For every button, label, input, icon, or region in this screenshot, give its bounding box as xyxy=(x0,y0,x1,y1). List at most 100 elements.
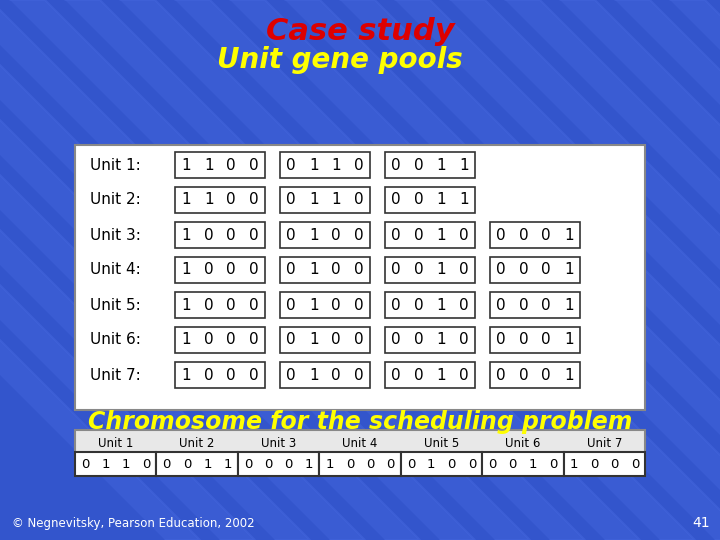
Text: 0: 0 xyxy=(488,457,497,470)
Text: 0: 0 xyxy=(354,262,364,278)
Text: Case study: Case study xyxy=(266,17,454,46)
Text: Chromosome for the scheduling problem: Chromosome for the scheduling problem xyxy=(88,410,632,434)
FancyBboxPatch shape xyxy=(75,145,645,410)
Text: 0: 0 xyxy=(226,333,236,348)
Text: 0: 0 xyxy=(519,333,528,348)
Text: 0: 0 xyxy=(331,333,341,348)
Polygon shape xyxy=(0,0,255,540)
Text: Unit 3: Unit 3 xyxy=(261,437,296,450)
Text: 1: 1 xyxy=(436,368,446,382)
Text: 0: 0 xyxy=(496,298,506,313)
Text: 1: 1 xyxy=(436,158,446,172)
Text: 0: 0 xyxy=(226,192,236,207)
Text: 0: 0 xyxy=(631,457,639,470)
FancyBboxPatch shape xyxy=(490,222,580,248)
Text: 1: 1 xyxy=(181,298,191,313)
Text: © Negnevitsky, Pearson Education, 2002: © Negnevitsky, Pearson Education, 2002 xyxy=(12,517,255,530)
Text: 0: 0 xyxy=(81,457,89,470)
Text: 0: 0 xyxy=(284,457,293,470)
FancyBboxPatch shape xyxy=(175,362,265,388)
Text: 1: 1 xyxy=(427,457,436,470)
Text: 0: 0 xyxy=(519,298,528,313)
FancyBboxPatch shape xyxy=(385,292,475,318)
Text: 1: 1 xyxy=(309,158,318,172)
Text: 1: 1 xyxy=(325,457,333,470)
Text: 0: 0 xyxy=(392,192,401,207)
Text: 1: 1 xyxy=(305,457,313,470)
Text: 0: 0 xyxy=(204,227,214,242)
Text: 0: 0 xyxy=(459,298,469,313)
Text: Unit 1:: Unit 1: xyxy=(90,158,140,172)
Text: 0: 0 xyxy=(226,368,236,382)
Text: 0: 0 xyxy=(354,368,364,382)
Polygon shape xyxy=(615,0,720,540)
Text: 1: 1 xyxy=(181,192,191,207)
Text: 0: 0 xyxy=(354,158,364,172)
Text: Unit 2:: Unit 2: xyxy=(90,192,140,207)
Text: 0: 0 xyxy=(249,368,258,382)
Text: 0: 0 xyxy=(414,158,423,172)
Text: 0: 0 xyxy=(226,262,236,278)
Text: 1: 1 xyxy=(309,192,318,207)
FancyBboxPatch shape xyxy=(280,292,370,318)
Text: Unit 4: Unit 4 xyxy=(342,437,378,450)
Text: 1: 1 xyxy=(436,298,446,313)
Text: 0: 0 xyxy=(541,298,551,313)
Text: 1: 1 xyxy=(331,192,341,207)
Text: 0: 0 xyxy=(392,368,401,382)
Text: 0: 0 xyxy=(414,298,423,313)
Text: 0: 0 xyxy=(392,158,401,172)
Text: 0: 0 xyxy=(414,227,423,242)
Text: 0: 0 xyxy=(447,457,456,470)
FancyBboxPatch shape xyxy=(482,452,564,476)
FancyBboxPatch shape xyxy=(175,327,265,353)
Polygon shape xyxy=(505,0,720,540)
Text: 0: 0 xyxy=(414,192,423,207)
Text: 1: 1 xyxy=(564,368,574,382)
Text: 0: 0 xyxy=(204,298,214,313)
Text: 0: 0 xyxy=(249,298,258,313)
FancyBboxPatch shape xyxy=(280,362,370,388)
Text: Unit 5: Unit 5 xyxy=(424,437,459,450)
Text: 1: 1 xyxy=(309,262,318,278)
Text: 1: 1 xyxy=(309,368,318,382)
Text: 0: 0 xyxy=(354,298,364,313)
Text: 0: 0 xyxy=(204,368,214,382)
Text: 1: 1 xyxy=(309,227,318,242)
Text: 0: 0 xyxy=(244,457,252,470)
Text: 0: 0 xyxy=(249,227,258,242)
Text: Unit 5:: Unit 5: xyxy=(90,298,140,313)
Text: Unit gene pools: Unit gene pools xyxy=(217,46,463,74)
Text: 0: 0 xyxy=(287,227,296,242)
Text: 0: 0 xyxy=(142,457,150,470)
Text: 0: 0 xyxy=(407,457,415,470)
Text: 1: 1 xyxy=(528,457,537,470)
Polygon shape xyxy=(0,0,530,540)
Text: 1: 1 xyxy=(181,158,191,172)
Text: 1: 1 xyxy=(204,192,214,207)
Text: 0: 0 xyxy=(366,457,374,470)
Text: 0: 0 xyxy=(163,457,171,470)
Polygon shape xyxy=(0,0,200,540)
Polygon shape xyxy=(0,0,310,540)
Text: 1: 1 xyxy=(181,333,191,348)
Text: 0: 0 xyxy=(459,227,469,242)
Text: 0: 0 xyxy=(496,333,506,348)
Text: 1: 1 xyxy=(564,333,574,348)
Text: Unit 3:: Unit 3: xyxy=(90,227,141,242)
Text: 0: 0 xyxy=(392,227,401,242)
Polygon shape xyxy=(0,0,475,540)
Text: 0: 0 xyxy=(519,262,528,278)
Text: 0: 0 xyxy=(249,192,258,207)
FancyBboxPatch shape xyxy=(280,187,370,213)
Text: 0: 0 xyxy=(468,457,476,470)
Text: Unit 2: Unit 2 xyxy=(179,437,215,450)
Text: 0: 0 xyxy=(590,457,598,470)
FancyBboxPatch shape xyxy=(238,452,319,476)
Text: 1: 1 xyxy=(203,457,212,470)
Polygon shape xyxy=(0,0,420,540)
Text: 0: 0 xyxy=(414,368,423,382)
Polygon shape xyxy=(560,0,720,540)
Text: 0: 0 xyxy=(496,262,506,278)
FancyBboxPatch shape xyxy=(280,152,370,178)
